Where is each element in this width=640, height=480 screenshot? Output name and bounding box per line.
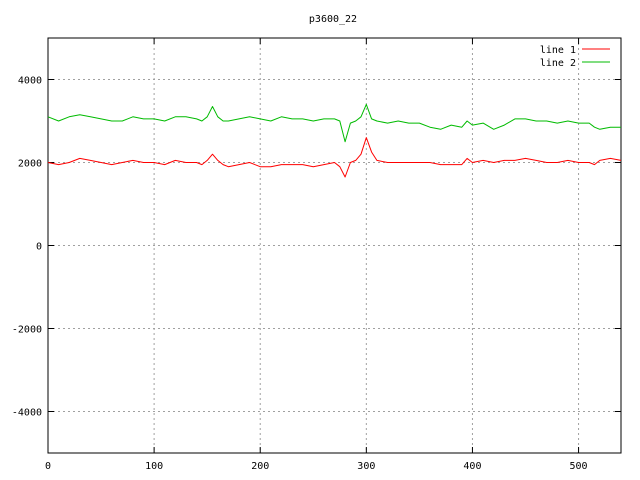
legend: line 1 line 2	[540, 45, 610, 69]
axes: 0 100 200 300 400 500 -4000 -2000 0 2000 4000	[12, 37, 622, 472]
x-tick-label-0: 0	[45, 461, 51, 472]
x-tick-label-2: 200	[251, 461, 269, 472]
y-tick-label-0: -4000	[12, 408, 42, 419]
series-line-2	[47, 103, 621, 143]
y-tick-label-2: 0	[36, 242, 42, 253]
y-tick-label-4: 4000	[18, 76, 42, 87]
legend-label-2: line 2	[540, 58, 576, 69]
x-tick-label-5: 500	[570, 461, 588, 472]
series-group	[47, 103, 622, 178]
x-tick-label-4: 400	[463, 461, 481, 472]
grid	[48, 38, 621, 453]
y-tick-label-3: 2000	[18, 159, 42, 170]
chart-title: p3600_22	[309, 14, 357, 25]
legend-label-1: line 1	[540, 45, 576, 56]
series-line-1	[47, 137, 622, 178]
y-tick-label-1: -2000	[12, 325, 42, 336]
x-tick-label-3: 300	[357, 461, 375, 472]
x-tick-label-1: 100	[145, 461, 163, 472]
